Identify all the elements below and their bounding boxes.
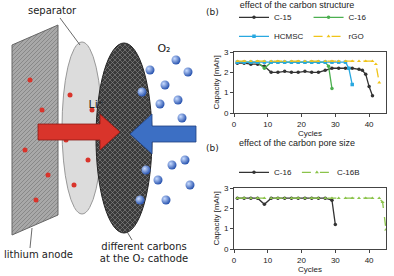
svg-text:0: 0	[232, 256, 237, 265]
svg-text:Capacity [mAh]: Capacity [mAh]	[212, 191, 221, 245]
svg-text:O₂: O₂	[157, 42, 170, 55]
svg-text:Cycles: Cycles	[298, 265, 322, 274]
svg-text:2: 2	[224, 204, 229, 213]
svg-text:2: 2	[224, 68, 229, 77]
svg-text:rGO: rGO	[349, 32, 364, 41]
svg-text:C-15: C-15	[274, 13, 292, 22]
svg-text:effect of the carbon structure: effect of the carbon structure	[240, 0, 354, 10]
svg-text:20: 20	[297, 256, 306, 265]
svg-text:3: 3	[224, 48, 229, 57]
svg-text:10: 10	[263, 120, 272, 129]
svg-text:20: 20	[297, 120, 306, 129]
svg-text:different carbons: different carbons	[101, 241, 186, 252]
svg-text:0: 0	[224, 109, 229, 118]
svg-text:3: 3	[224, 184, 229, 193]
svg-text:30: 30	[331, 256, 340, 265]
svg-text:(b): (b)	[206, 7, 219, 17]
svg-text:Capacity [mAh]: Capacity [mAh]	[212, 55, 221, 109]
svg-text:1: 1	[224, 88, 229, 97]
svg-text:effect of the carbon pore size: effect of the carbon pore size	[239, 138, 355, 148]
svg-text:at the O₂ cathode: at the O₂ cathode	[100, 253, 188, 264]
svg-text:HCMSC: HCMSC	[274, 32, 304, 41]
svg-text:Cycles: Cycles	[298, 129, 322, 138]
svg-text:C-16: C-16	[349, 13, 367, 22]
svg-text:1: 1	[224, 224, 229, 233]
svg-text:40: 40	[365, 120, 374, 129]
svg-text:40: 40	[365, 256, 374, 265]
svg-text:lithium anode: lithium anode	[4, 249, 73, 260]
svg-text:C-16B: C-16B	[337, 168, 360, 177]
svg-text:0: 0	[224, 245, 229, 254]
svg-text:separator: separator	[28, 5, 77, 16]
svg-text:30: 30	[331, 120, 340, 129]
svg-text:0: 0	[232, 120, 237, 129]
svg-text:(b): (b)	[206, 143, 219, 153]
svg-text:C-16: C-16	[274, 168, 292, 177]
svg-text:10: 10	[263, 256, 272, 265]
svg-text:Li⁺: Li⁺	[89, 98, 104, 111]
